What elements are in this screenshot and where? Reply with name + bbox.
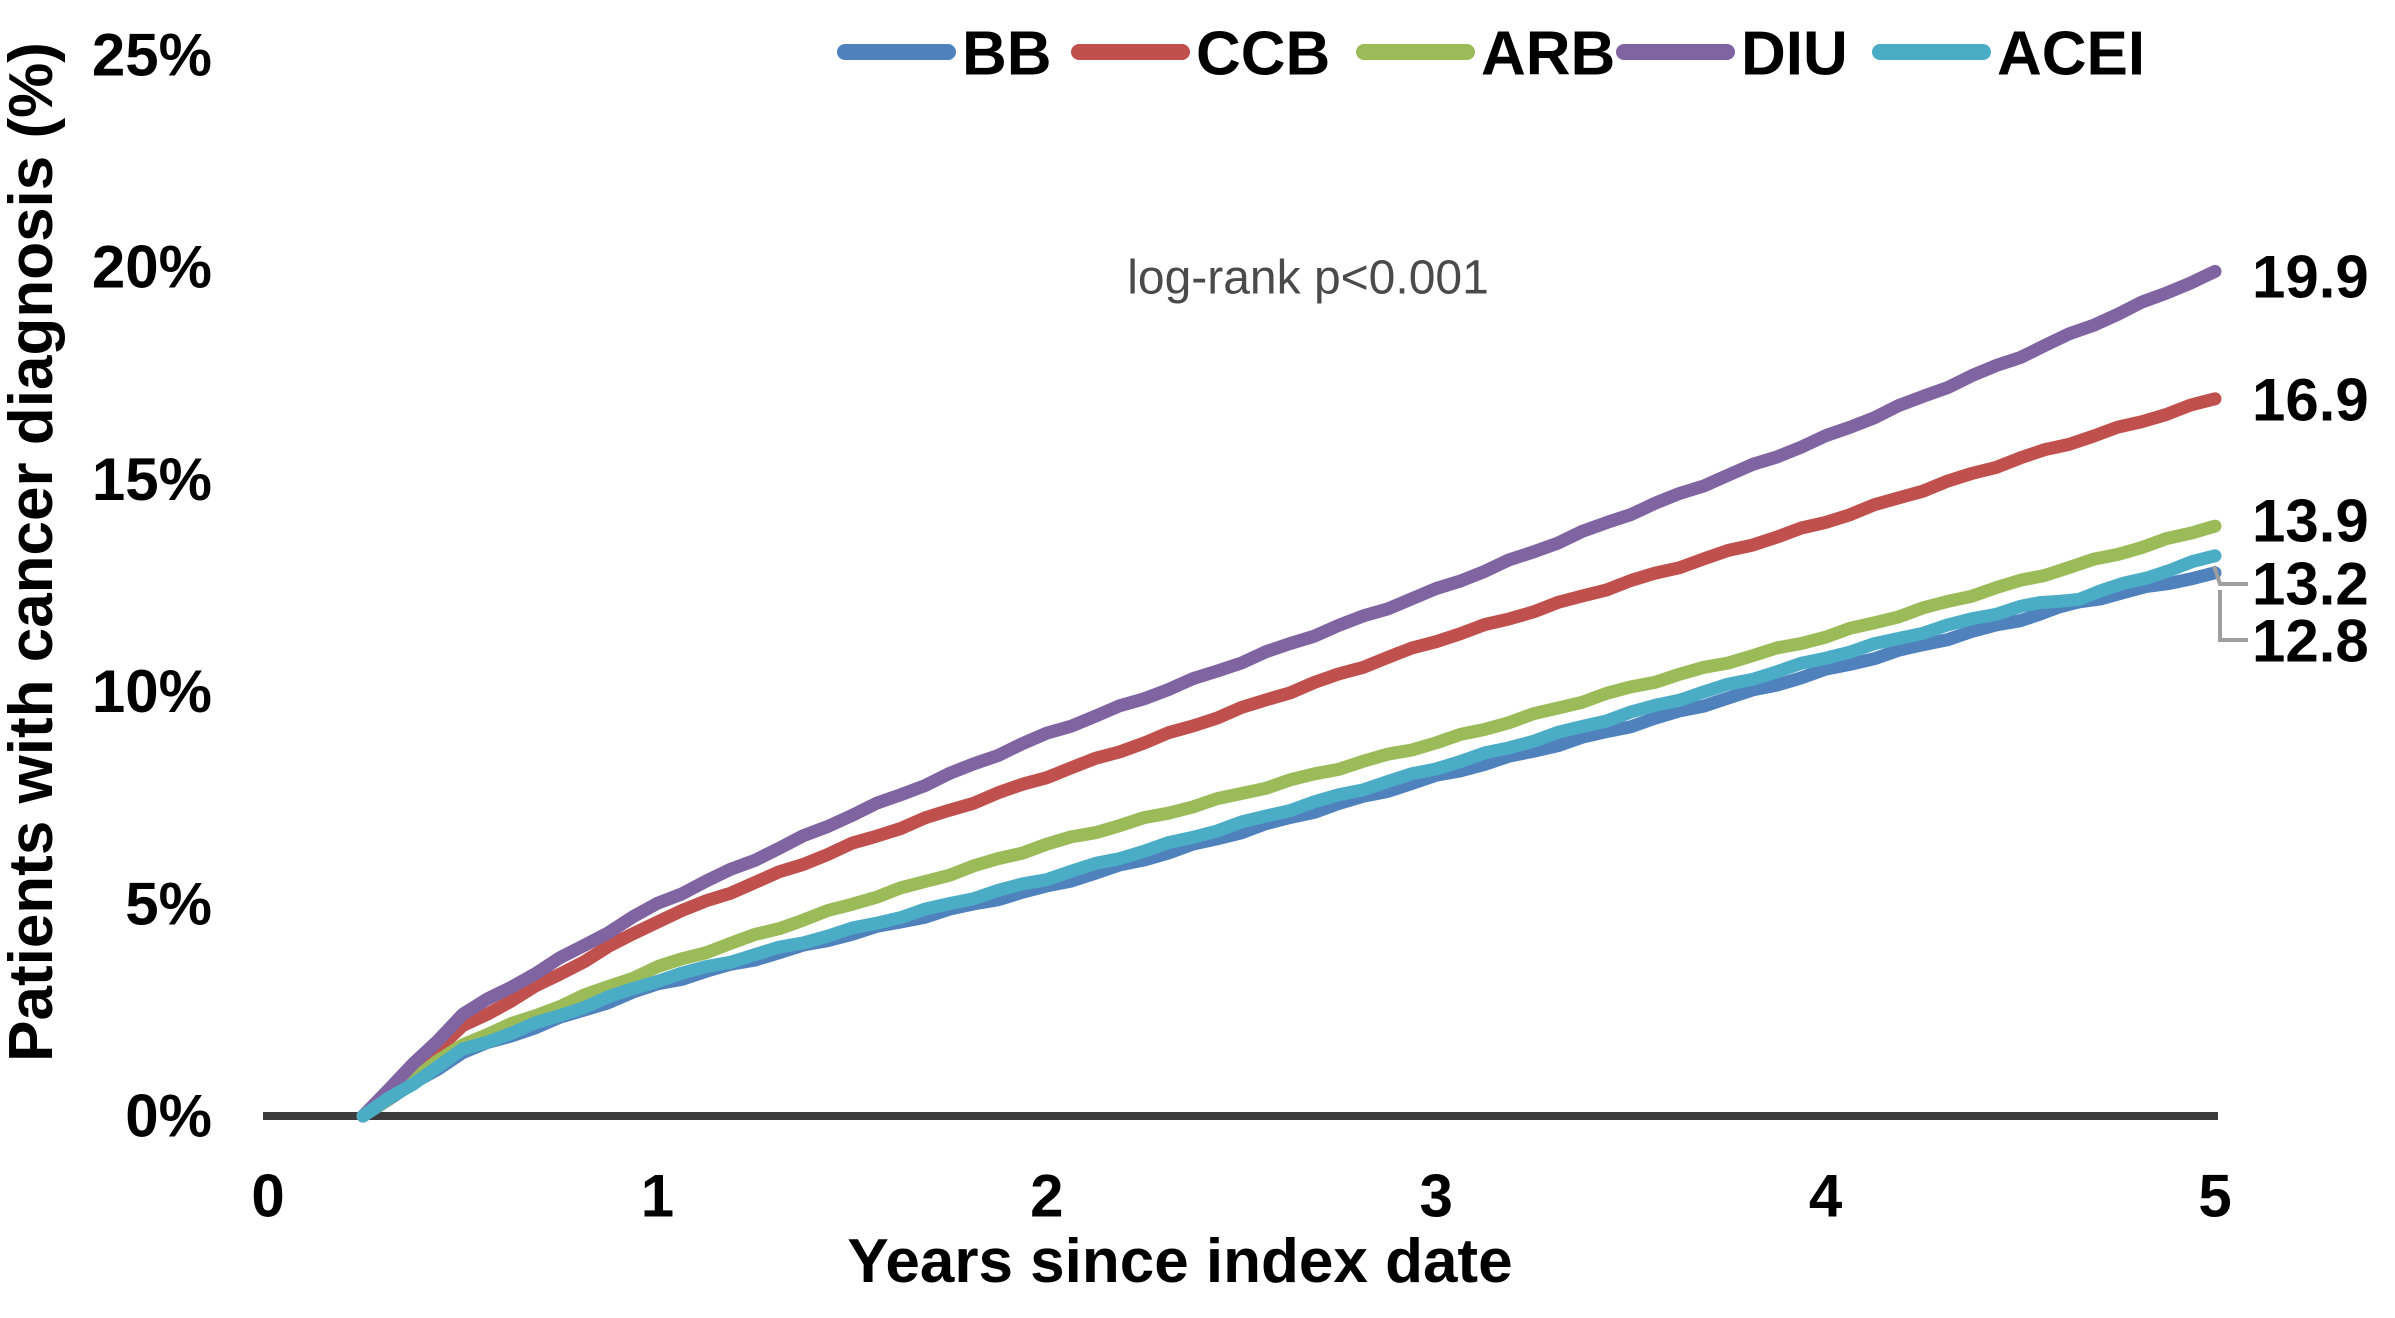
y-tick-label-0: 0% (125, 1083, 212, 1150)
series-lines (356, 264, 2222, 1123)
end-label-leader-lines (2212, 565, 2248, 642)
legend-label-bb: BB (962, 20, 1052, 89)
series-line-arb (356, 519, 2222, 1123)
x-axis-title: Years since index date (847, 1227, 1512, 1296)
x-tick-label-1: 1 (641, 1163, 674, 1230)
legend-label-acei: ACEI (1997, 20, 2145, 89)
legend-item-bb: BB (837, 20, 1052, 89)
end-label-bb: 12.8 (2252, 608, 2369, 675)
legend-item-ccb: CCB (1071, 20, 1330, 89)
legend-label-arb: ARB (1481, 20, 1615, 89)
series-line-ccb (356, 392, 2222, 1123)
y-axis-title: Patients with cancer diagnosis (%) (0, 42, 66, 1062)
legend-label-diu: DIU (1741, 20, 1848, 89)
end-labels: 19.9 16.9 13.9 13.2 12.8 (2252, 244, 2369, 675)
end-label-ccb: 16.9 (2252, 367, 2369, 434)
y-tick-label-15: 15% (92, 446, 212, 513)
y-tick-label-20: 20% (92, 234, 212, 301)
leader-line-bb (2218, 590, 2248, 642)
y-tick-label-10: 10% (92, 658, 212, 725)
end-label-acei: 13.2 (2252, 551, 2369, 618)
legend-label-ccb: CCB (1196, 20, 1330, 89)
leader-line-acei (2212, 565, 2248, 586)
x-tick-label-4: 4 (1809, 1163, 1843, 1230)
end-label-arb: 13.9 (2252, 488, 2369, 555)
y-tick-label-25: 25% (92, 22, 212, 89)
x-tick-label-2: 2 (1030, 1163, 1063, 1230)
end-label-diu: 19.9 (2252, 244, 2369, 311)
series-line-bb (356, 566, 2222, 1123)
x-tick-label-0: 0 (251, 1163, 284, 1230)
legend-item-acei: ACEI (1872, 20, 2145, 89)
x-tick-label-5: 5 (2198, 1163, 2231, 1230)
legend-item-arb: ARB (1356, 20, 1615, 89)
y-tick-label-5: 5% (125, 870, 212, 937)
legend: BB CCB ARB DIU ACEI (837, 20, 2145, 89)
series-line-acei (356, 549, 2222, 1123)
legend-item-diu: DIU (1616, 20, 1848, 89)
series-line-diu (356, 264, 2222, 1123)
x-tick-label-3: 3 (1420, 1163, 1453, 1230)
y-tick-labels: 0% 5% 10% 15% 20% 25% (92, 22, 212, 1150)
log-rank-annotation: log-rank p<0.001 (1127, 252, 1489, 305)
x-tick-labels: 0 1 2 3 4 5 (251, 1163, 2231, 1230)
